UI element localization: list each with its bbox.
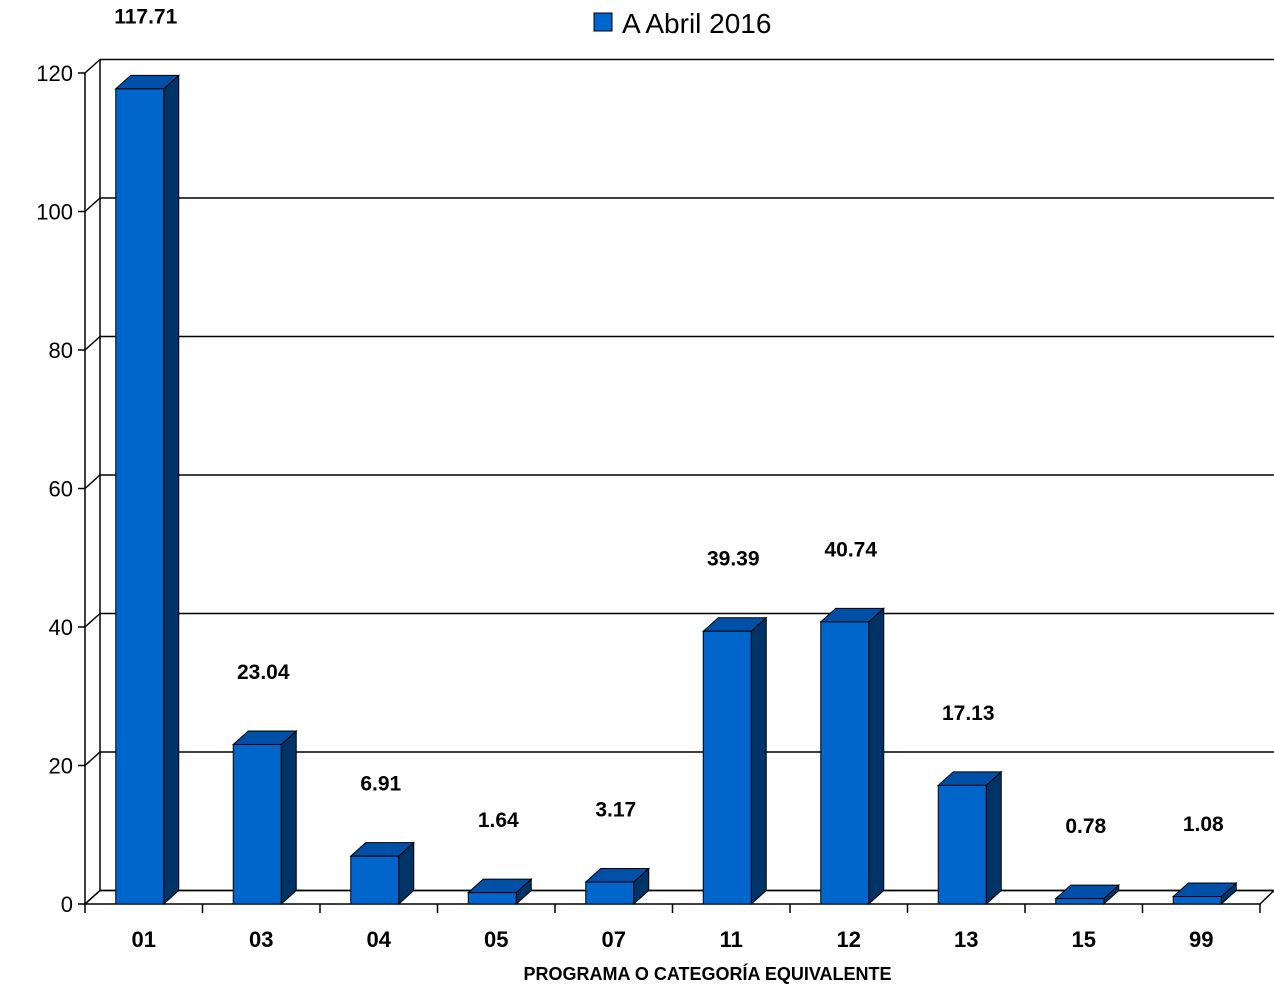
gridline-wall bbox=[84, 751, 101, 767]
data-label: 39.39 bbox=[707, 548, 760, 571]
x-tick-label: 01 bbox=[132, 927, 156, 952]
data-label: 40.74 bbox=[824, 538, 877, 561]
y-tick-label: 100 bbox=[36, 200, 73, 225]
gridline-wall bbox=[84, 474, 101, 490]
data-label: 1.08 bbox=[1183, 813, 1224, 836]
gridline-wall bbox=[84, 335, 101, 351]
y-tick-label: 80 bbox=[49, 338, 73, 363]
y-tick-label: 40 bbox=[49, 615, 73, 640]
y-tick-label: 60 bbox=[49, 477, 73, 502]
bar-99 bbox=[1172, 896, 1222, 905]
x-tick-label: 12 bbox=[837, 927, 861, 952]
data-label: 117.71 bbox=[114, 5, 177, 28]
bar-01 bbox=[115, 88, 165, 905]
data-label: 1.64 bbox=[478, 809, 519, 832]
gridline-wall bbox=[84, 197, 101, 213]
gridline-wall bbox=[84, 58, 101, 74]
data-label: 17.13 bbox=[942, 702, 995, 725]
legend-label: A Abril 2016 bbox=[622, 8, 771, 39]
bar-side-11 bbox=[750, 616, 767, 906]
bar-side-01 bbox=[163, 74, 180, 906]
bar-13 bbox=[937, 784, 987, 905]
y-tick-label: 0 bbox=[61, 892, 73, 917]
x-tick-label: 04 bbox=[367, 927, 392, 952]
bar-07 bbox=[585, 881, 635, 905]
bar-15 bbox=[1055, 898, 1105, 905]
x-tick-label: 13 bbox=[954, 927, 978, 952]
x-axis-title: PROGRAMA O CATEGORÍA EQUIVALENTE bbox=[523, 963, 891, 984]
x-tick-label: 15 bbox=[1072, 927, 1096, 952]
bar-side-12 bbox=[868, 607, 885, 906]
data-label: 23.04 bbox=[237, 661, 290, 684]
x-tick-label: 03 bbox=[249, 927, 273, 952]
x-tick-label: 05 bbox=[484, 927, 508, 952]
bar-05 bbox=[467, 892, 517, 905]
y-tick-label: 20 bbox=[49, 754, 73, 779]
gridline-wall bbox=[84, 612, 101, 628]
data-label: 3.17 bbox=[595, 799, 636, 822]
bar-12 bbox=[820, 621, 870, 905]
bar-04 bbox=[350, 855, 400, 905]
bar-side-03 bbox=[280, 729, 297, 906]
x-tick-label: 07 bbox=[602, 927, 626, 952]
x-tick-label: 11 bbox=[720, 927, 743, 952]
data-label: 6.91 bbox=[360, 773, 401, 796]
bar-11 bbox=[702, 630, 752, 905]
bar-side-13 bbox=[985, 770, 1002, 906]
data-label: 0.78 bbox=[1065, 815, 1106, 838]
x-tick-label: 99 bbox=[1189, 927, 1213, 952]
bar-03 bbox=[232, 743, 282, 905]
y-tick-label: 120 bbox=[36, 61, 73, 86]
legend-swatch bbox=[593, 12, 613, 32]
